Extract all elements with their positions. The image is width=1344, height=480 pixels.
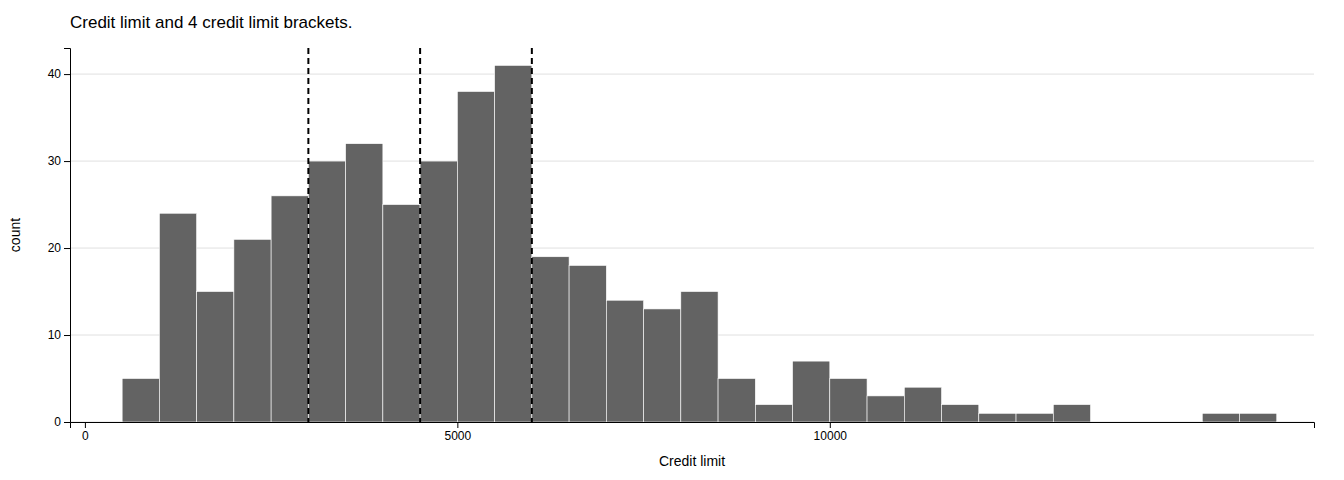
tick-mark [830, 422, 831, 428]
tick: 0 [54, 415, 70, 429]
bar [569, 265, 606, 422]
bar [420, 161, 457, 422]
tick-label: 30 [48, 154, 62, 168]
bar [979, 413, 1016, 422]
tick: 20 [48, 241, 70, 255]
reference-line [419, 48, 421, 422]
title: Credit limit and 4 credit limit brackets… [70, 13, 352, 32]
bar [457, 91, 494, 422]
tick-label: 0 [82, 429, 89, 443]
bar [718, 379, 755, 422]
bar [904, 387, 941, 422]
bar [606, 300, 643, 422]
x-axis-title: Credit limit [659, 453, 725, 469]
grid [70, 74, 1314, 422]
bar [867, 396, 904, 422]
tick: 10000 [814, 422, 848, 443]
tick: 10 [48, 328, 70, 342]
tick-label: 5000 [445, 429, 472, 443]
bar-series [1202, 413, 1276, 422]
tick-label: 20 [48, 241, 62, 255]
bar [495, 65, 532, 422]
y-axis: 0 10 20 30 40 [48, 49, 71, 430]
tick-label: 10 [48, 328, 62, 342]
bar [793, 361, 830, 422]
bar [234, 239, 271, 422]
tick-mark [64, 74, 70, 75]
x-axis: 0 5000 10000 [71, 422, 1315, 443]
bar [755, 405, 792, 422]
bar [1053, 405, 1090, 422]
tick-mark [85, 422, 86, 428]
tick: 30 [48, 154, 70, 168]
grid-line [70, 74, 1314, 75]
bar [271, 196, 308, 422]
tick-mark [64, 248, 70, 249]
bar [122, 379, 159, 422]
tick-mark [64, 161, 70, 162]
bar [830, 379, 867, 422]
axis-line [64, 49, 71, 423]
bar [644, 309, 681, 422]
bar [383, 205, 420, 422]
tick-label: 10000 [814, 429, 848, 443]
bar [346, 144, 383, 422]
bar [308, 161, 345, 422]
tick-label: 0 [54, 415, 61, 429]
bar [1016, 413, 1053, 422]
bar [681, 292, 718, 422]
tick-mark [64, 422, 70, 423]
grid-line [70, 161, 1314, 162]
reference-line [531, 48, 533, 422]
bar [197, 292, 234, 422]
tick-mark [64, 335, 70, 336]
reference-line [307, 48, 309, 422]
bar [1240, 413, 1277, 422]
tick: 0 [82, 422, 89, 443]
y-axis-title: count [7, 218, 23, 252]
tick: 5000 [445, 422, 472, 443]
plot: 0 5000 10000 0 10 20 30 40 [48, 48, 1315, 443]
tick: 40 [48, 67, 70, 81]
bar [1202, 413, 1239, 422]
bar [532, 257, 569, 422]
chart: 0 5000 10000 0 10 20 30 40 Credit limit and 4 cr… [0, 0, 1344, 480]
marks [122, 48, 1277, 422]
bar [159, 213, 196, 422]
tick-label: 40 [48, 67, 62, 81]
axis-line [71, 423, 1315, 429]
bar [942, 405, 979, 422]
tick-mark [457, 422, 458, 428]
bar-series [122, 65, 1090, 422]
reference-lines [308, 48, 531, 422]
